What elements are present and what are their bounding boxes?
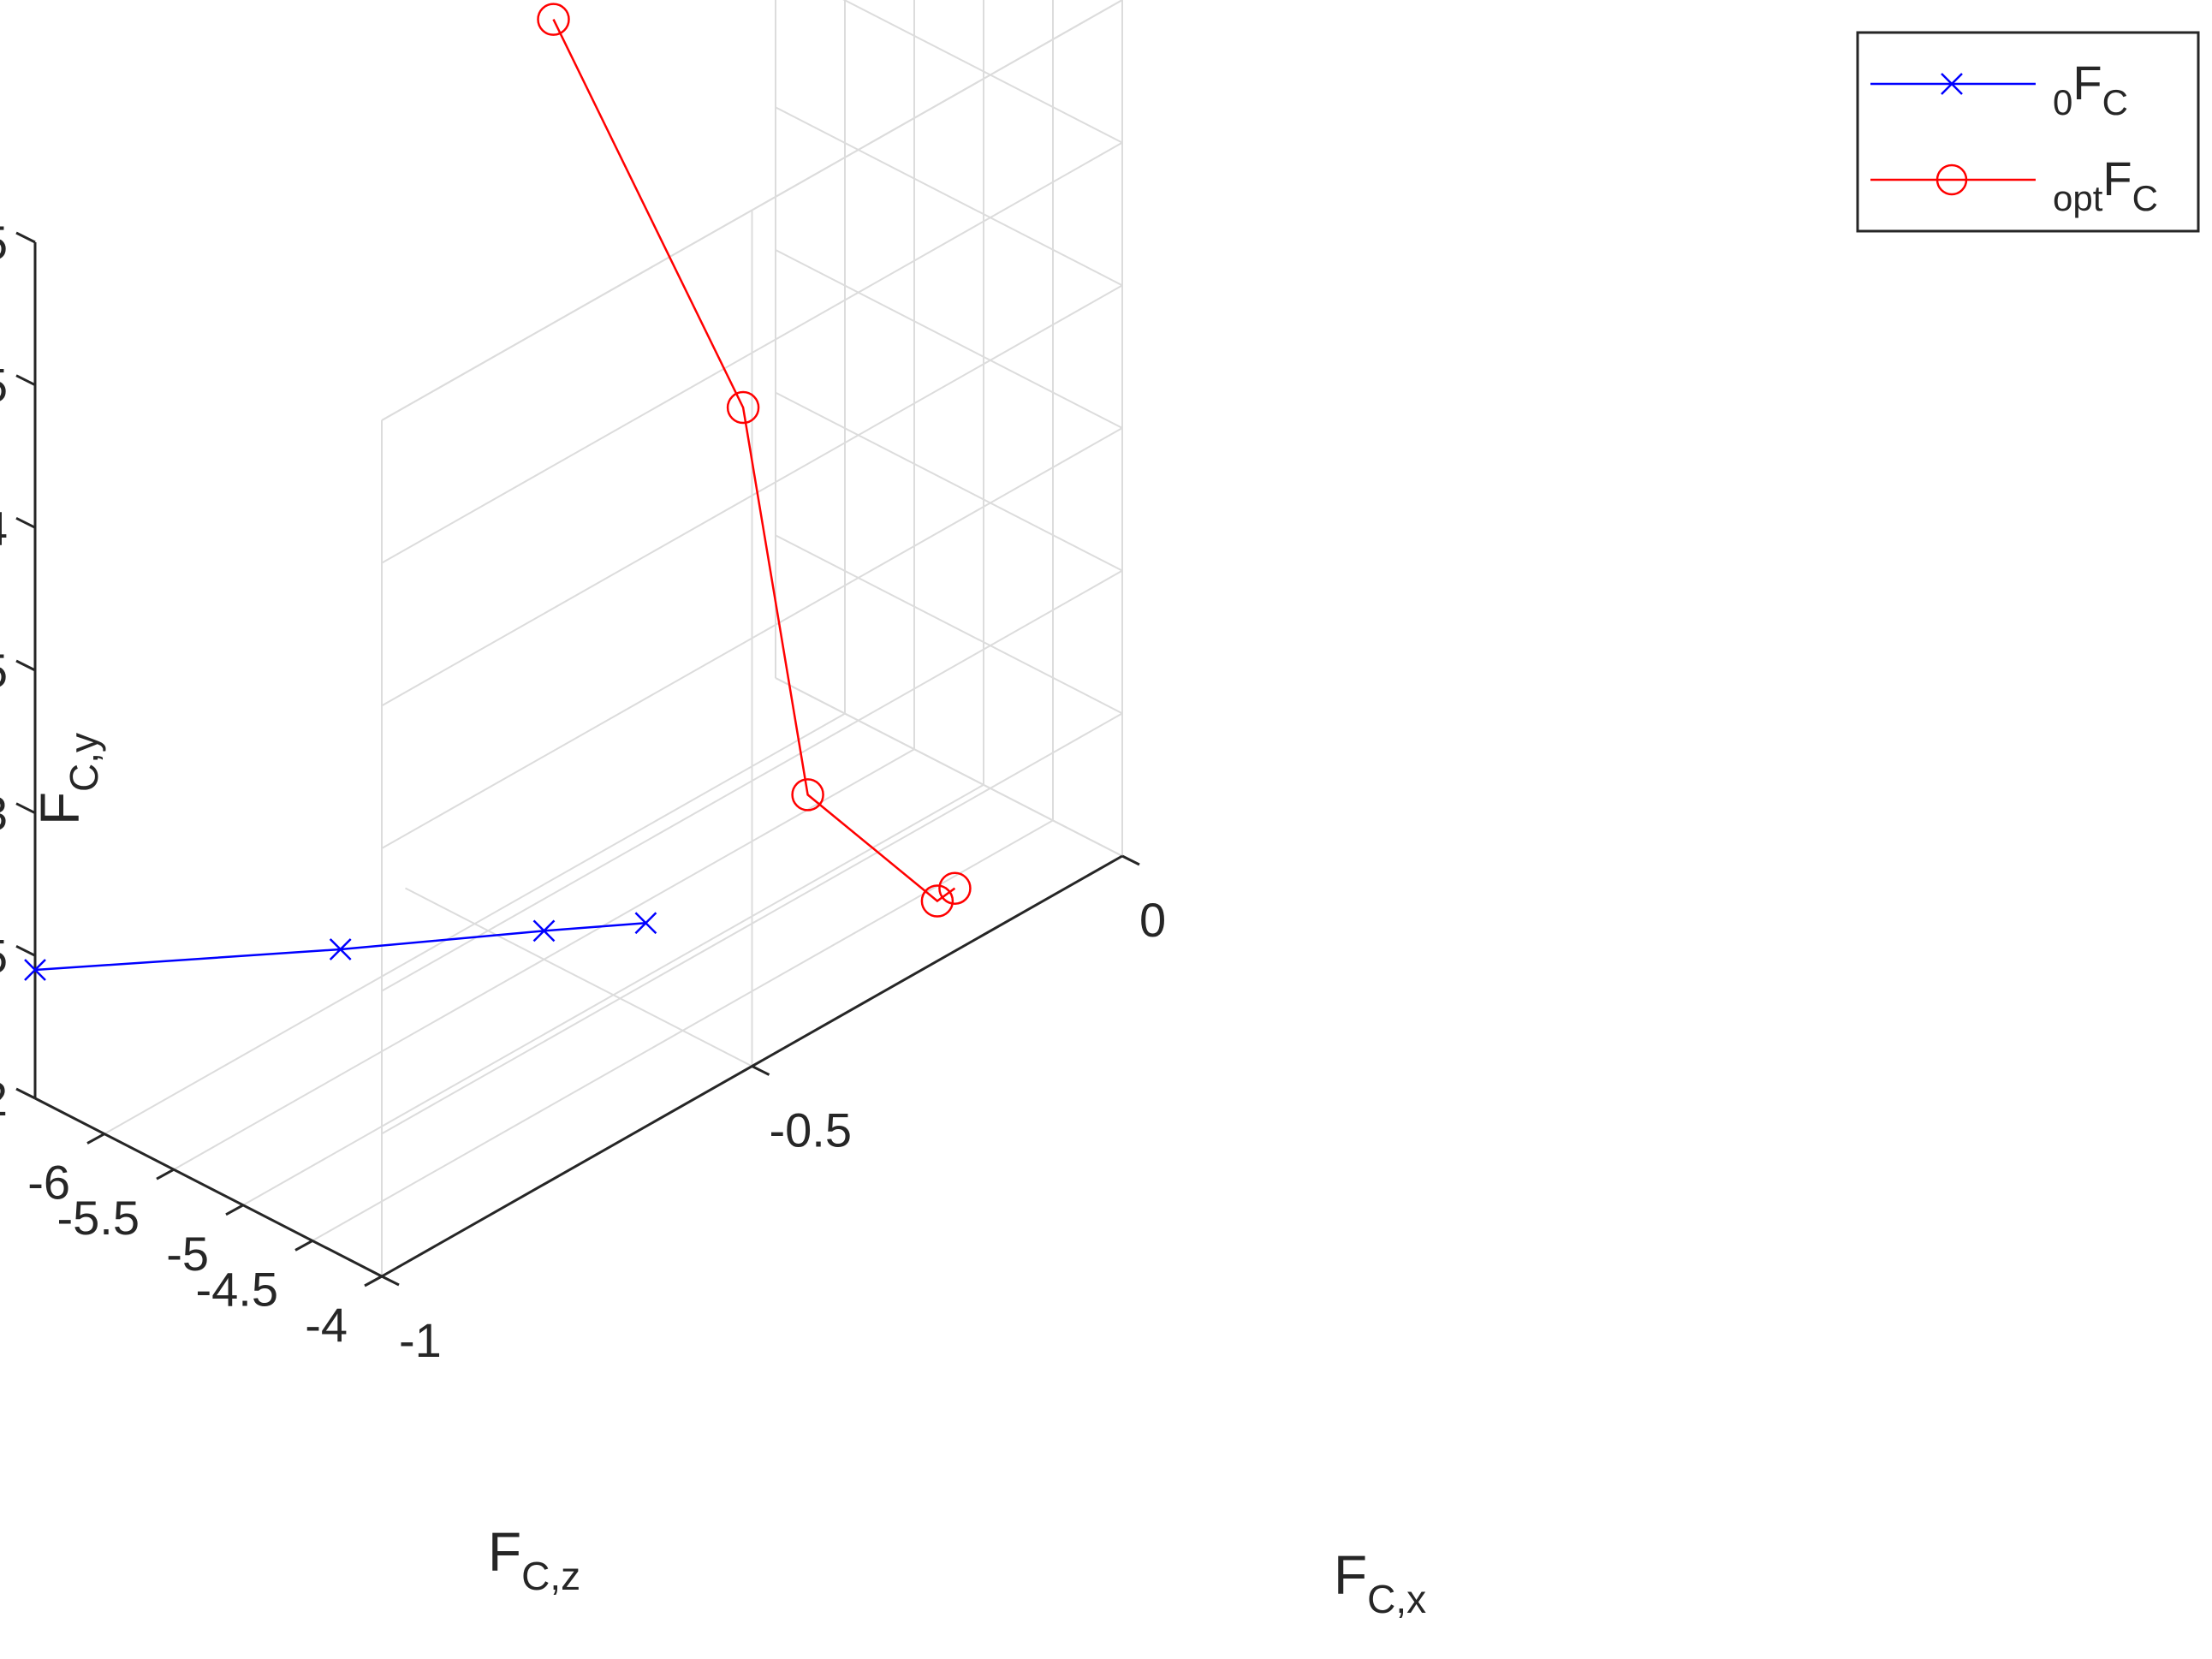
grid-line-zwall-y-2	[775, 391, 1123, 572]
x-tick-0	[381, 1275, 400, 1287]
series-line-0	[34, 921, 646, 972]
legend-box	[1856, 31, 2200, 233]
z-tick-label-2: -5	[166, 1227, 209, 1281]
grid-line-zwall-y-1	[775, 534, 1123, 715]
grid-line-xwall-y-1	[381, 712, 1123, 1135]
y-tick-label-0: 24.52	[0, 1072, 8, 1126]
y-tick-label-6: 24.55	[0, 216, 8, 270]
series-1-point-4	[938, 871, 972, 905]
z-tick-label-3: -4.5	[196, 1262, 279, 1316]
x-tick-1	[751, 1065, 770, 1076]
y-tick-2	[15, 802, 36, 815]
y-axis-label: FC,y	[29, 733, 106, 825]
x-axis-label: FC,x	[1334, 1544, 1426, 1621]
legend-label-0: 0FC	[2053, 56, 2128, 122]
legend-marker-1	[1936, 164, 1968, 196]
series-1-point-0	[537, 3, 570, 36]
tick-labels: 24.52 24.525 24.53 24.535 24.54 24.545 24.55 -6…	[0, 216, 1166, 1367]
z-tick-0	[86, 1133, 105, 1145]
series-0-point-3	[634, 912, 657, 935]
grid-line-xwall-y-2	[381, 569, 1123, 992]
legend: 0FC optFC	[1856, 31, 2200, 233]
y-tick-5	[15, 374, 36, 387]
y-tick-1	[15, 944, 36, 957]
grid-line-zwall-y-3	[775, 249, 1123, 429]
series-line-1	[552, 19, 956, 903]
z-tick-1	[156, 1168, 175, 1180]
x-tick-label-1: -0.5	[770, 1103, 853, 1157]
x-tick-label-2: 0	[1139, 893, 1166, 947]
z-tick-label-0: -6	[27, 1156, 70, 1210]
z-tick-3	[294, 1240, 313, 1252]
legend-marker-0	[1941, 73, 1963, 95]
z-axis-label: FC,z	[488, 1521, 580, 1598]
grid-line-zwall-y-5	[842, 0, 1123, 144]
grid-line-zwall-y-4	[775, 106, 1123, 287]
axes	[15, 231, 1140, 1287]
series-0-point-0	[24, 959, 46, 981]
y-tick-4	[15, 516, 36, 529]
series-1-point-1	[726, 390, 760, 425]
legend-entry-1: optFC	[1870, 152, 2158, 218]
z-tick-label-4: -4	[305, 1298, 348, 1352]
grid-line-xwall-y-4	[381, 284, 1123, 707]
grid-edge-top-x	[381, 0, 1123, 421]
series-1-point-3	[920, 884, 954, 918]
legend-label-1: optFC	[2053, 152, 2158, 218]
y-tick-label-4: 24.54	[0, 501, 8, 555]
grid-line-floor-x-1	[405, 887, 752, 1067]
y-tick-label-3: 24.535	[0, 644, 8, 698]
x-tick-2	[1121, 854, 1140, 866]
grid-line-xwall-y-5	[381, 141, 1123, 564]
grid-line-floor-z-3	[312, 819, 1054, 1242]
y-tick-label-2: 24.53	[0, 787, 8, 841]
series-0-point-1	[329, 938, 352, 960]
y-tick-3	[15, 659, 36, 672]
z-tick-2	[225, 1204, 244, 1216]
y-tick-0	[15, 1087, 36, 1100]
grid-line-floor-x-2	[775, 677, 1123, 857]
grid-lines	[34, 0, 1123, 1277]
z-tick-4	[364, 1275, 383, 1287]
grid-line-floor-z-0	[104, 712, 846, 1135]
z-tick-label-1: -5.5	[57, 1191, 140, 1245]
series-0-point-2	[532, 919, 556, 942]
data-series	[24, 3, 972, 981]
x-tick-label-0: -1	[399, 1313, 442, 1367]
grid-line-floor-z-1	[173, 748, 915, 1171]
legend-entry-0: 0FC	[1870, 56, 2128, 122]
grid-line-xwall-y-3	[381, 427, 1123, 849]
series-1-point-2	[791, 778, 824, 812]
z-axis-line	[34, 1097, 383, 1278]
y-tick-6	[15, 231, 36, 244]
grid-line-floor-z-2	[242, 783, 984, 1206]
y-tick-label-5: 24.545	[0, 359, 8, 413]
y-tick-label-1: 24.525	[0, 929, 8, 983]
